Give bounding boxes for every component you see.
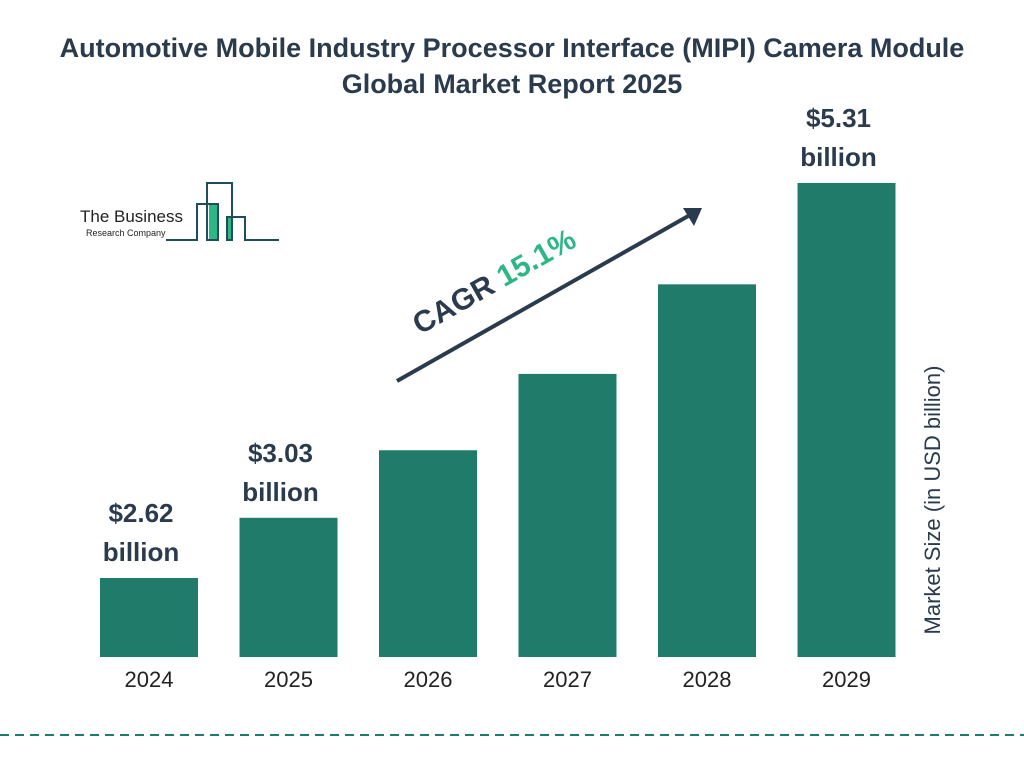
bar-2028 <box>658 284 756 657</box>
cagr-arrow <box>396 213 691 383</box>
logo-graphic <box>166 182 279 241</box>
x-tick-label: 2029 <box>822 667 871 692</box>
cagr-label: CAGR 15.1% <box>407 223 581 341</box>
data-label: $3.03 <box>248 438 313 468</box>
x-tick-label: 2025 <box>264 667 313 692</box>
data-label: billion <box>800 142 877 172</box>
data-label: billion <box>103 537 180 567</box>
x-tick-label: 2024 <box>125 667 174 692</box>
cagr-prefix: CAGR <box>407 265 507 341</box>
bar-2027 <box>518 373 617 657</box>
x-tick-label: 2027 <box>543 667 592 692</box>
bar-2026 <box>379 450 477 657</box>
x-tick-label: 2026 <box>404 667 453 692</box>
bar-2024 <box>100 578 198 657</box>
data-label: $5.31 <box>806 103 871 133</box>
bar-2029 <box>797 183 896 657</box>
data-label: billion <box>242 477 319 507</box>
x-tick-label: 2028 <box>683 667 732 692</box>
y-axis-label: Market Size (in USD billion) <box>920 365 945 635</box>
logo-line2: Research Company <box>86 228 166 238</box>
bar-2025 <box>239 517 338 657</box>
chart-title: Automotive Mobile Industry Processor Int… <box>59 33 965 99</box>
logo-line1: The Business <box>80 207 183 226</box>
arrow-head-icon <box>683 208 702 226</box>
data-label: $2.62 <box>108 498 173 528</box>
